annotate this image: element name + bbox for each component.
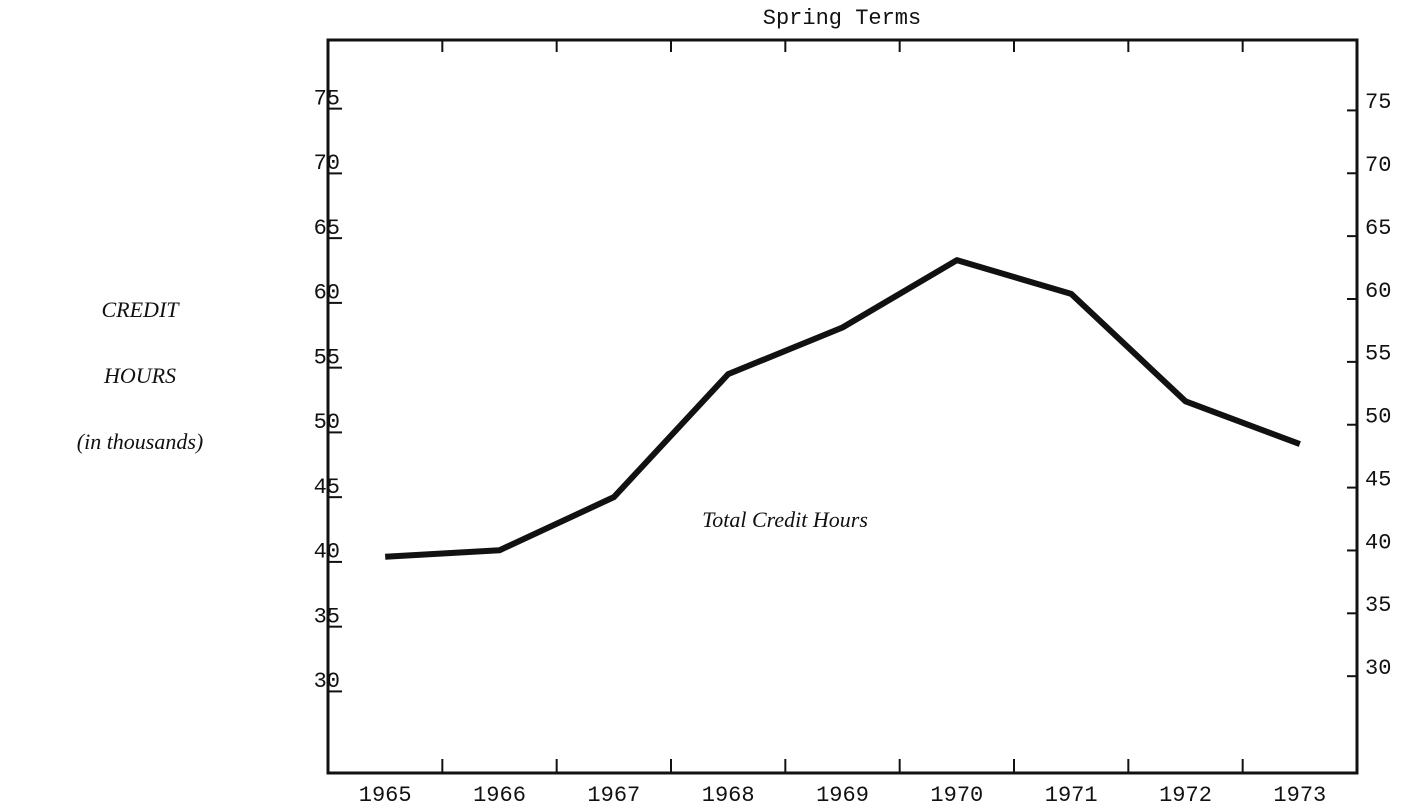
- y-axis-label: (in thousands): [77, 429, 204, 454]
- y-tick-label: 30: [314, 669, 340, 694]
- y2-tick-label: 30: [1365, 656, 1391, 681]
- x-tick-label: 1971: [1045, 783, 1098, 808]
- y-tick-label: 45: [314, 475, 340, 500]
- y-tick-label: 60: [314, 281, 340, 306]
- line: [384, 257, 1301, 560]
- y-tick-label: 35: [314, 604, 340, 629]
- x-tick-label: 1968: [702, 783, 755, 808]
- y2-tick-label: 55: [1365, 342, 1391, 367]
- chart-title: Spring Terms: [763, 6, 921, 31]
- y-tick-label: 55: [314, 345, 340, 370]
- y2-tick-label: 60: [1365, 279, 1391, 304]
- y-tick-label: 50: [314, 410, 340, 435]
- y2-tick-label: 40: [1365, 530, 1391, 555]
- x-tick-label: 1967: [587, 783, 640, 808]
- y2-tick-label: 35: [1365, 593, 1391, 618]
- y-axis-label: HOURS: [103, 363, 176, 388]
- plot-frame: [326, 38, 1359, 775]
- annotation: Total Credit Hours: [702, 507, 868, 532]
- y-axis-label: CREDIT: [102, 297, 181, 322]
- x-tick-label: 1965: [359, 783, 412, 808]
- x-tick-label: 1973: [1273, 783, 1326, 808]
- x-tick-label: 1966: [473, 783, 526, 808]
- x-tick-label: 1969: [816, 783, 869, 808]
- y-tick-label: 70: [314, 151, 340, 176]
- y2-tick-label: 75: [1365, 90, 1391, 115]
- x-tick-label: 1972: [1159, 783, 1212, 808]
- y2-tick-label: 65: [1365, 216, 1391, 241]
- y-tick-label: 75: [314, 86, 340, 111]
- x-tick-label: 1970: [930, 783, 983, 808]
- y2-tick-label: 50: [1365, 405, 1391, 430]
- y-tick-label: 40: [314, 540, 340, 565]
- y2-tick-label: 70: [1365, 153, 1391, 178]
- y2-tick-label: 45: [1365, 467, 1391, 492]
- y-tick-label: 65: [314, 216, 340, 241]
